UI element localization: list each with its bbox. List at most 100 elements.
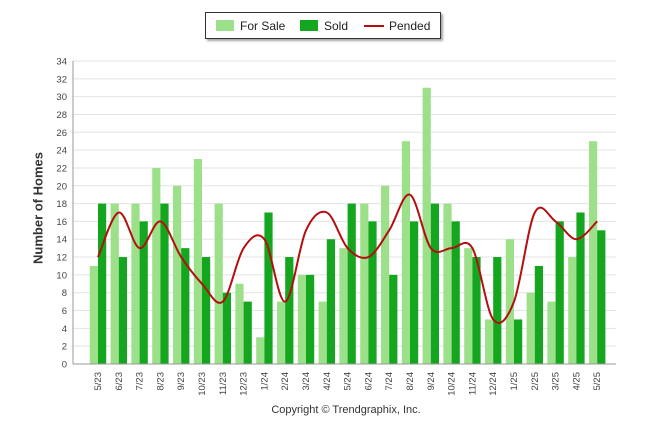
bar-for-sale-1 [110, 203, 119, 364]
x-tick-label-17: 10/24 [447, 372, 458, 396]
y-axis-label: Number of Homes [30, 152, 46, 264]
bar-sold-10 [306, 274, 315, 364]
x-tick-label-4: 9/23 [176, 372, 187, 391]
y-tick-label-28: 28 [56, 110, 67, 121]
y-tick-label-4: 4 [62, 324, 67, 335]
x-tick-label-5: 10/23 [197, 372, 208, 396]
x-tick-label-12: 5/24 [343, 372, 354, 391]
bar-for-sale-18 [464, 248, 473, 364]
y-tick-label-0: 0 [62, 360, 67, 371]
bar-for-sale-20 [505, 239, 514, 364]
x-tick-label-9: 2/24 [280, 372, 291, 391]
y-tick-label-34: 34 [56, 57, 67, 68]
bar-for-sale-14 [381, 185, 390, 364]
x-tick-label-15: 8/24 [405, 372, 416, 391]
x-tick-label-16: 9/24 [426, 372, 437, 391]
y-tick-label-10: 10 [56, 270, 67, 281]
bar-sold-17 [451, 221, 460, 364]
x-tick-labels: 5/23 6/23 7/23 8/23 9/23 10/23 11/23 12/23 1/24 2… [93, 372, 603, 396]
x-tick-label-1: 6/23 [114, 372, 125, 391]
y-tick-label-30: 30 [56, 92, 67, 103]
bar-for-sale-8 [256, 337, 265, 364]
y-tick-label-16: 16 [56, 217, 67, 228]
copyright-text: Copyright © Trendgraphix, Inc. [271, 404, 421, 416]
bar-for-sale-6 [214, 203, 223, 364]
bar-sold-3 [160, 203, 169, 364]
bar-sold-24 [597, 230, 606, 364]
bar-sold-11 [326, 239, 335, 364]
x-tick-label-10: 3/24 [301, 372, 312, 391]
x-tick-label-22: 3/25 [551, 372, 562, 391]
bar-for-sale-10 [297, 274, 306, 364]
x-tick-label-24: 5/25 [592, 372, 603, 391]
y-tick-label-2: 2 [62, 342, 67, 353]
y-tick-label-12: 12 [56, 253, 67, 264]
bar-for-sale-13 [360, 203, 369, 364]
y-tick-label-8: 8 [62, 288, 67, 299]
legend-swatch-for-sale [216, 20, 234, 31]
bar-sold-18 [472, 257, 481, 364]
bar-sold-8 [264, 212, 273, 364]
legend-swatch-pended [364, 25, 384, 27]
x-tick-label-2: 7/23 [135, 372, 146, 391]
x-tick-label-0: 5/23 [93, 372, 104, 391]
y-tick-label-22: 22 [56, 163, 67, 174]
y-tick-label-32: 32 [56, 74, 67, 85]
bar-for-sale-22 [547, 301, 556, 364]
bar-sold-2 [139, 221, 148, 364]
x-tick-label-3: 8/23 [155, 372, 166, 391]
x-tick-label-8: 1/24 [259, 372, 270, 391]
bar-for-sale-7 [235, 283, 244, 364]
bar-for-sale-17 [443, 203, 452, 364]
legend-swatch-sold [300, 20, 318, 31]
bar-for-sale-19 [485, 319, 494, 364]
legend-label-pended: Pended [389, 19, 431, 33]
bar-sold-1 [118, 257, 127, 364]
legend: For Sale Sold Pended [205, 12, 441, 39]
bar-sold-12 [347, 203, 356, 364]
bar-for-sale-15 [401, 141, 410, 364]
legend-label-sold: Sold [324, 19, 349, 33]
pended-line [97, 193, 598, 324]
bar-sold-0 [98, 203, 107, 364]
y-tick-label-18: 18 [56, 199, 67, 210]
x-tick-label-14: 7/24 [384, 372, 395, 391]
x-tick-label-20: 1/25 [509, 372, 520, 391]
bar-sold-16 [430, 203, 439, 364]
bar-for-sale-5 [193, 159, 202, 364]
bar-sold-13 [368, 221, 377, 364]
bar-for-sale-0 [89, 265, 98, 364]
x-tick-label-19: 12/24 [488, 372, 499, 396]
x-tick-label-11: 4/24 [322, 372, 333, 391]
bar-for-sale-3 [152, 167, 161, 364]
bar-sold-9 [285, 257, 294, 364]
bar-for-sale-9 [277, 301, 286, 364]
bar-sold-14 [389, 274, 398, 364]
axes [72, 61, 616, 365]
bar-for-sale-21 [526, 292, 535, 364]
y-tick-label-20: 20 [56, 181, 67, 192]
bar-for-sale-24 [589, 141, 598, 364]
bar-for-sale-23 [568, 257, 577, 364]
x-tick-label-18: 11/24 [467, 372, 478, 395]
bar-sold-23 [576, 212, 585, 364]
bar-for-sale-12 [339, 248, 348, 364]
y-tick-label-26: 26 [56, 128, 67, 139]
x-tick-label-13: 6/24 [363, 372, 374, 391]
x-tick-label-6: 11/23 [218, 372, 229, 395]
y-tick-label-6: 6 [62, 306, 67, 317]
bar-for-sale-16 [422, 87, 431, 364]
bar-sold-19 [493, 257, 502, 364]
bar-sold-7 [243, 301, 252, 364]
bar-sold-15 [410, 221, 419, 364]
y-tick-label-24: 24 [56, 146, 67, 157]
bar-for-sale-11 [318, 301, 327, 364]
bar-for-sale-2 [131, 203, 140, 364]
legend-label-for-sale: For Sale [240, 19, 286, 33]
bar-sold-4 [181, 248, 190, 364]
bar-sold-22 [555, 221, 564, 364]
x-tick-label-23: 4/25 [571, 372, 582, 391]
bars [89, 87, 606, 364]
